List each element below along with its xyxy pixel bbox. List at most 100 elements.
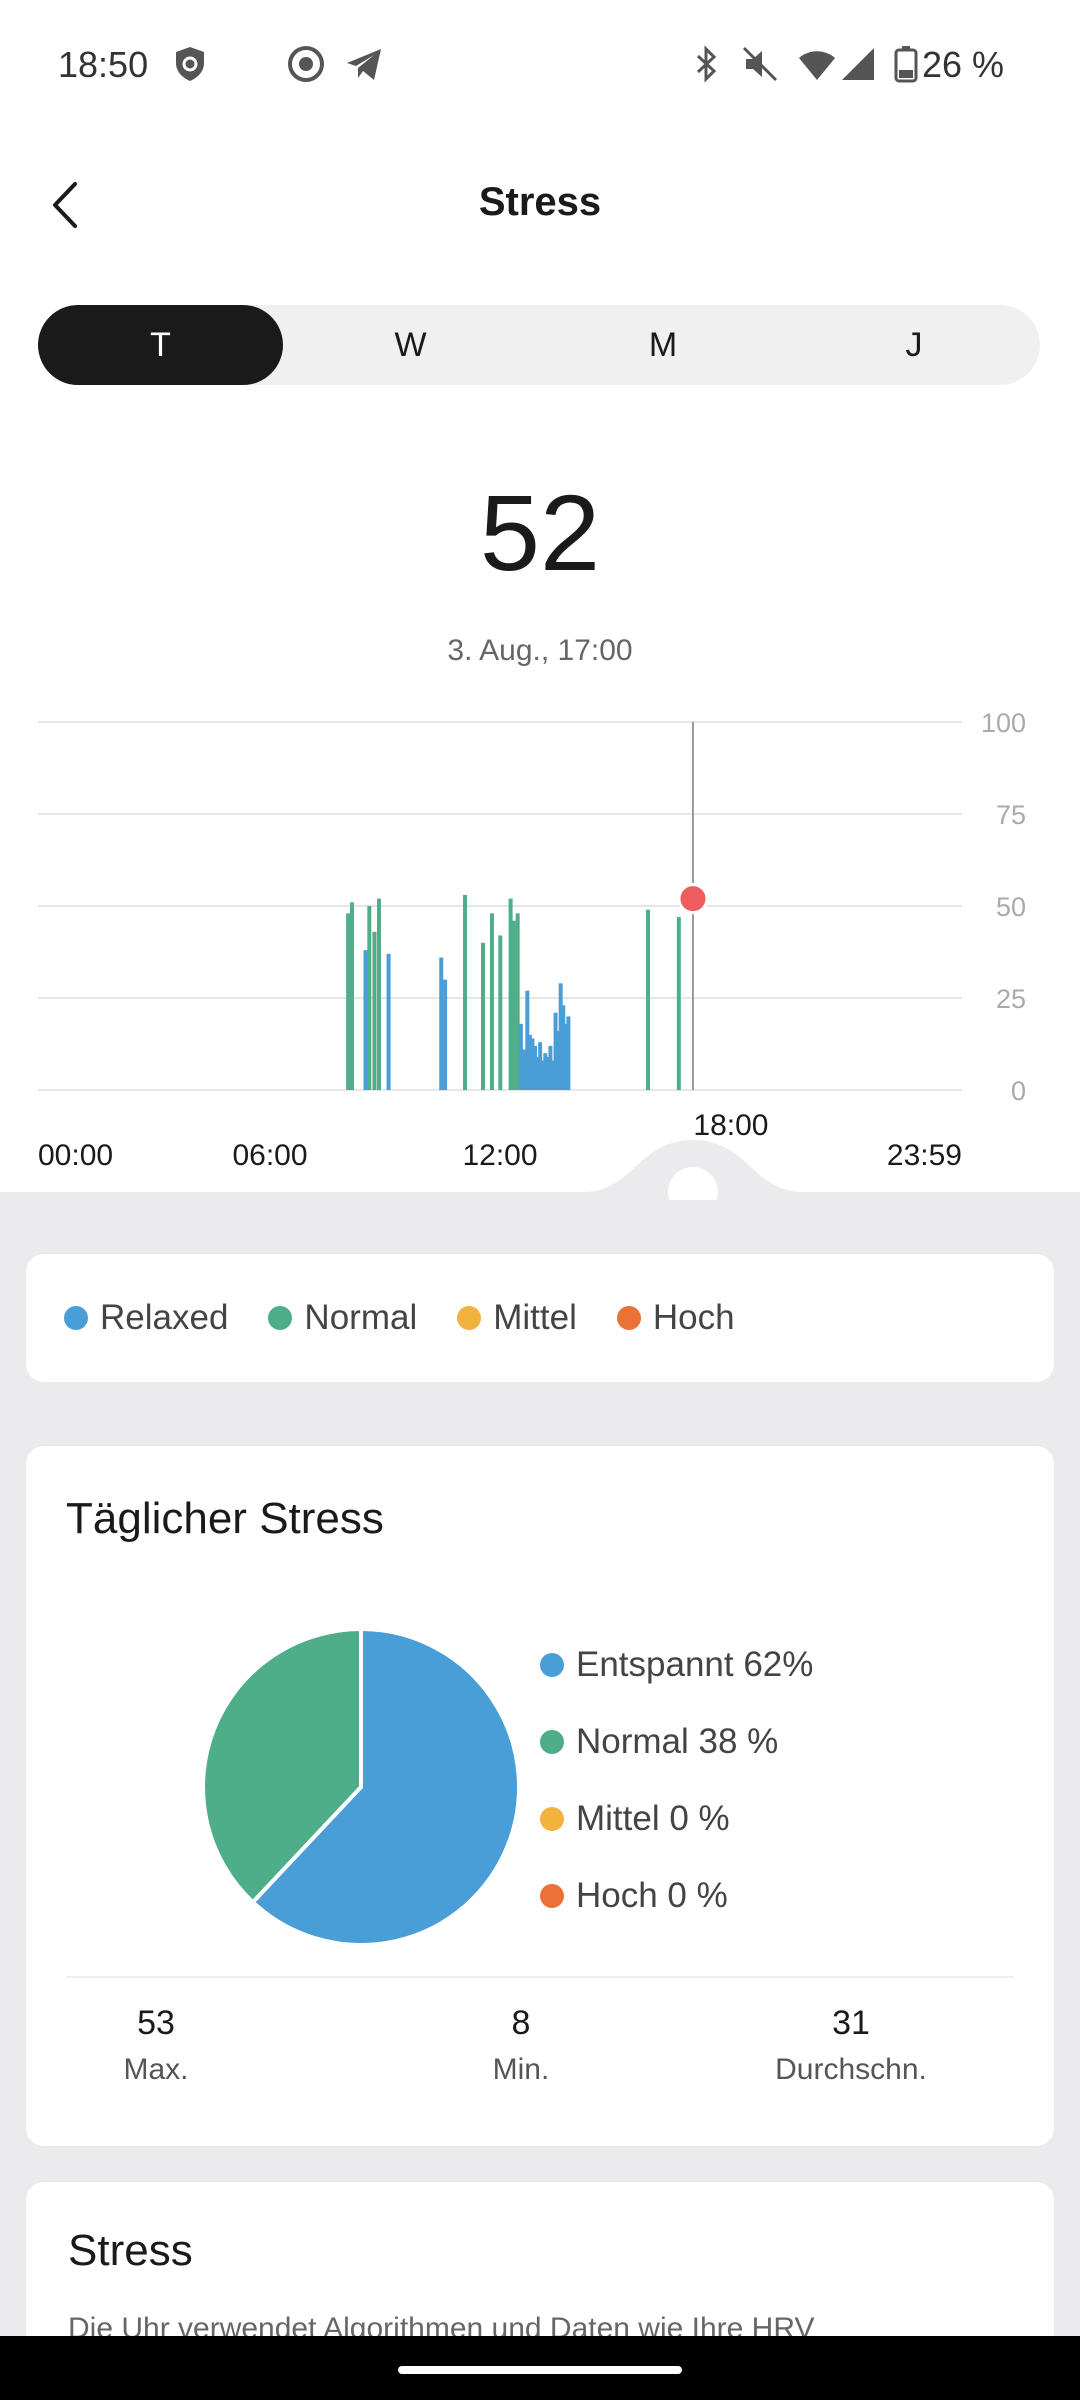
stat-min-value: 8 (511, 2004, 531, 2042)
stat-min-label: Min. (492, 2053, 550, 2086)
chart-bar (558, 983, 563, 1090)
home-gesture-handle[interactable] (398, 2366, 682, 2374)
current-stress-timestamp: 3. Aug., 17:00 (447, 634, 633, 667)
pie-legend-label: Normal 38 % (576, 1721, 779, 1761)
chart-bar (535, 1056, 540, 1090)
wifi-icon (799, 51, 835, 80)
pie-legend-item-normal: Normal 38 % (540, 1703, 813, 1780)
app-header: Stress (0, 150, 1080, 260)
chart-bar (550, 1060, 555, 1090)
x-tick-label: 23:59 (887, 1139, 962, 1172)
chart-bar (372, 931, 377, 1090)
chart-bar (525, 990, 530, 1090)
legend-item-medium: Mittel (457, 1298, 577, 1338)
chart-bar (566, 1016, 571, 1090)
chart-bar (367, 906, 372, 1090)
x-tick-label: 06:00 (232, 1139, 307, 1172)
chart-bar (532, 1045, 537, 1090)
stat-average-value: 31 (832, 2004, 870, 2042)
pie-legend-label: Entspannt 62% (576, 1644, 814, 1684)
chart-bar (548, 1045, 553, 1090)
chart-bar (527, 1034, 532, 1090)
chart-bar (540, 1060, 545, 1090)
x-tick-label: 00:00 (38, 1139, 113, 1172)
pie-legend-item-relaxed: Entspannt 62% (540, 1626, 813, 1703)
stat-max: 53 Max. (106, 2004, 206, 2087)
y-tick-label: 75 (996, 800, 1026, 830)
chart-bar (543, 1053, 548, 1090)
scrubber-handle[interactable] (667, 1167, 718, 1200)
chart-bar (515, 913, 520, 1090)
stat-max-value: 53 (137, 2004, 175, 2042)
pie-slice (250, 1626, 521, 1947)
chart-bar (676, 917, 681, 1090)
pie-legend-label: Hoch 0 % (576, 1875, 728, 1915)
page-title: Stress (478, 180, 602, 224)
legend-dot-medium (457, 1306, 482, 1330)
legend-label: Relaxed (100, 1298, 229, 1337)
x-tick-label: 12:00 (462, 1139, 537, 1172)
legend-item-relaxed: Relaxed (64, 1298, 228, 1338)
pie-legend-dot (540, 1806, 564, 1831)
tab-day[interactable]: T (38, 305, 283, 385)
tab-month[interactable]: M (648, 325, 678, 364)
selection-point (677, 883, 709, 915)
pie-legend-item-high: Hoch 0 % (540, 1857, 813, 1934)
battery-percentage: 26 % (921, 44, 1004, 85)
stat-max-label: Max. (123, 2053, 189, 2086)
stat-average: 31 Durchschn. (726, 2004, 976, 2087)
back-button[interactable] (30, 170, 100, 240)
info-title: Stress (68, 2226, 193, 2275)
legend-item-normal: Normal (268, 1298, 417, 1338)
mute-icon (742, 46, 778, 82)
chart-bar (439, 957, 444, 1090)
chart-bar (553, 1012, 558, 1090)
pie-legend: Entspannt 62% Normal 38 % Mittel 0 % Hoc… (540, 1626, 813, 1934)
chart-bar (498, 935, 503, 1090)
cursor-time-label: 18:00 (693, 1109, 768, 1142)
status-bar: 18:50 26 % (0, 0, 1080, 136)
current-stress-value: 52 (479, 472, 601, 593)
chart-bar (443, 979, 448, 1090)
legend-label: Hoch (652, 1298, 735, 1337)
chart-bar (508, 898, 513, 1090)
stress-bar-chart[interactable]: 100 75 50 25 0 00:00 06:00 12:00 23:59 18:00 (0, 700, 1080, 1200)
chart-bar (511, 920, 516, 1090)
chart-bar (376, 898, 381, 1090)
pie-legend-label: Mittel 0 % (576, 1798, 730, 1838)
divider (66, 1976, 1014, 1978)
stat-min: 8 Min. (441, 2004, 601, 2087)
pie-legend-dot (540, 1652, 564, 1677)
chart-bar (563, 1023, 568, 1090)
pie-legend-item-medium: Mittel 0 % (540, 1780, 813, 1857)
pie-legend-dot (540, 1729, 564, 1754)
chevron-left-icon (53, 182, 77, 228)
legend-item-high: Hoch (616, 1298, 735, 1338)
chart-bar (646, 909, 651, 1090)
bluetooth-icon (696, 45, 717, 83)
y-tick-label: 50 (996, 892, 1026, 922)
chart-bar (386, 953, 391, 1090)
signal-icon (842, 48, 874, 80)
y-tick-label: 0 (1011, 1076, 1026, 1106)
system-nav-bar (0, 2336, 1080, 2400)
stress-pie-chart (201, 1626, 521, 1947)
chart-bar (522, 1049, 527, 1090)
pie-legend-dot (540, 1883, 564, 1908)
tab-week[interactable]: W (394, 325, 427, 364)
y-tick-label: 25 (996, 984, 1026, 1014)
chart-bar (463, 894, 468, 1090)
chart-bar (561, 1005, 566, 1090)
period-tabs: T W M J (38, 305, 1040, 385)
chart-bar (530, 1038, 535, 1090)
y-tick-label: 100 (981, 708, 1026, 738)
chart-bar (545, 1056, 550, 1090)
card-title: Täglicher Stress (66, 1494, 384, 1543)
status-time: 18:50 (58, 44, 149, 85)
chart-bar (538, 1042, 543, 1090)
legend-card: Relaxed Normal Mittel Hoch (26, 1254, 1054, 1382)
tab-year[interactable]: J (905, 325, 923, 364)
scrubber-notch (582, 1140, 803, 1192)
battery-icon (894, 46, 918, 83)
camera-app-icon (288, 46, 324, 82)
